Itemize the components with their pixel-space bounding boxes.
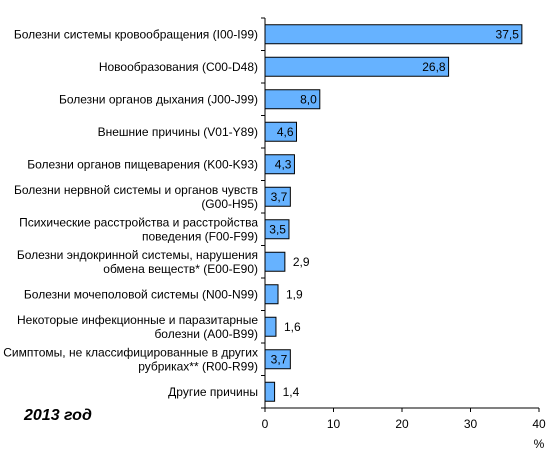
value-label: 8,0	[300, 92, 317, 106]
category-label: поведения (F00-F99)	[142, 229, 258, 243]
value-label: 3,7	[271, 352, 288, 366]
category-label: Болезни системы кровообращения (I00-I99)	[14, 27, 258, 41]
x-tick-label: 30	[464, 417, 478, 431]
category-label: обмена веществ* (E00-E90)	[103, 262, 258, 276]
value-label: 1,6	[284, 320, 301, 334]
bar	[264, 89, 321, 110]
bar	[264, 251, 286, 272]
bar	[264, 154, 295, 175]
bar	[264, 121, 298, 142]
year-annotation: 2013 год	[24, 407, 92, 424]
bar	[264, 381, 276, 402]
bar	[264, 316, 277, 337]
category-label: Новообразования (C00-D48)	[99, 60, 258, 74]
value-label: 4,3	[275, 157, 292, 171]
x-tick-label: 40	[532, 417, 546, 431]
x-tick-label: 20	[395, 417, 409, 431]
category-label: Другие причины	[168, 385, 258, 399]
value-label: 37,5	[496, 27, 520, 41]
category-label: Некоторые инфекционные и паразитарные	[17, 313, 258, 327]
bar	[264, 219, 290, 240]
category-label: болезни (A00-B99)	[154, 327, 258, 341]
category-label: рубриках** (R00-R99)	[138, 359, 258, 373]
category-label: Болезни органов дыхания (J00-J99)	[59, 92, 258, 106]
bar	[264, 349, 291, 370]
bar	[264, 186, 291, 207]
bar	[264, 24, 523, 45]
value-label: 3,7	[271, 190, 288, 204]
x-tick-label: 0	[262, 417, 269, 431]
value-label: 1,4	[283, 385, 300, 399]
category-label: Болезни нервной системы и органов чувств	[14, 183, 258, 197]
value-label: 26,8	[422, 60, 446, 74]
category-label: Болезни органов пищеварения (K00-K93)	[27, 157, 258, 171]
category-label: Психические расстройства и расстройства	[19, 215, 258, 229]
value-label: 4,6	[277, 125, 294, 139]
x-axis-label: %	[534, 437, 545, 451]
category-label: Болезни эндокринной системы, нарушения	[17, 248, 258, 262]
category-label: (G00-H95)	[201, 197, 258, 211]
category-label: Внешние причины (V01-Y89)	[98, 125, 258, 139]
x-tick-label: 10	[327, 417, 341, 431]
bar	[264, 284, 279, 305]
value-label: 1,9	[286, 287, 303, 301]
value-label: 3,5	[269, 222, 286, 236]
value-label: 2,9	[293, 255, 310, 269]
bar	[264, 56, 450, 77]
category-label: Болезни мочеполовой системы (N00-N99)	[24, 287, 258, 301]
category-label: Симптомы, не классифицированные в других	[3, 345, 258, 359]
